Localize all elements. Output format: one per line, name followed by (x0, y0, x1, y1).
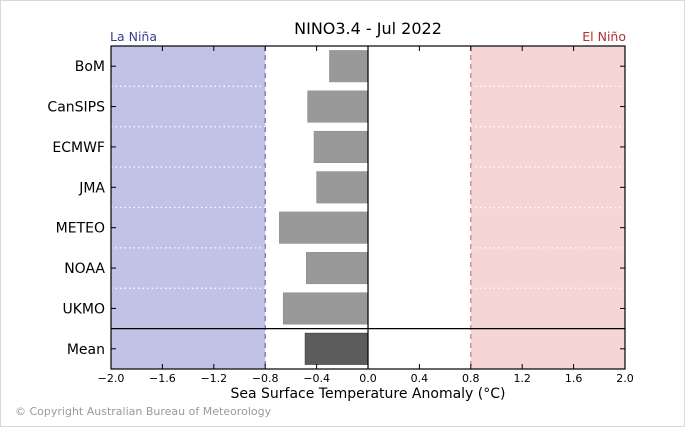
copyright-notice: © Copyright Australian Bureau of Meteoro… (15, 405, 272, 418)
y-tick-label: METEO (56, 221, 105, 237)
bar-bom (329, 50, 369, 83)
bar-ecmwf (313, 130, 369, 163)
x-tick-label: 0.4 (411, 372, 429, 385)
x-tick-label: −0.8 (252, 372, 279, 385)
x-axis-label: Sea Surface Temperature Anomaly (°C) (230, 386, 505, 402)
bar-noaa (306, 252, 369, 285)
y-tick-label: Mean (67, 342, 105, 358)
y-tick-label: BoM (75, 59, 105, 75)
x-tick-label: −1.6 (149, 372, 176, 385)
y-tick-label: JMA (78, 180, 105, 196)
x-tick-label: 2.0 (616, 372, 634, 385)
bar-ukmo (282, 292, 369, 325)
bar-meteo (279, 211, 369, 244)
y-tick-label: CanSIPS (47, 100, 105, 116)
x-tick-label: 1.6 (565, 372, 583, 385)
x-tick-label: 0.8 (462, 372, 480, 385)
bar-jma (316, 171, 369, 204)
chart-title: NINO3.4 - Jul 2022 (294, 19, 442, 38)
x-tick-label: −0.4 (303, 372, 330, 385)
el-nino-label: El Niño (582, 29, 626, 44)
x-tick-label: 0.0 (359, 372, 377, 385)
y-tick-label: NOAA (64, 261, 105, 277)
y-tick-label: UKMO (62, 301, 105, 317)
x-tick-label: 1.2 (513, 372, 531, 385)
x-tick-label: −1.2 (200, 372, 227, 385)
bar-cansips (307, 90, 369, 123)
y-tick-label: ECMWF (52, 140, 105, 156)
mean-bar (304, 332, 369, 365)
x-tick-label: −2.0 (98, 372, 125, 385)
la-nina-label: La Niña (110, 29, 157, 44)
